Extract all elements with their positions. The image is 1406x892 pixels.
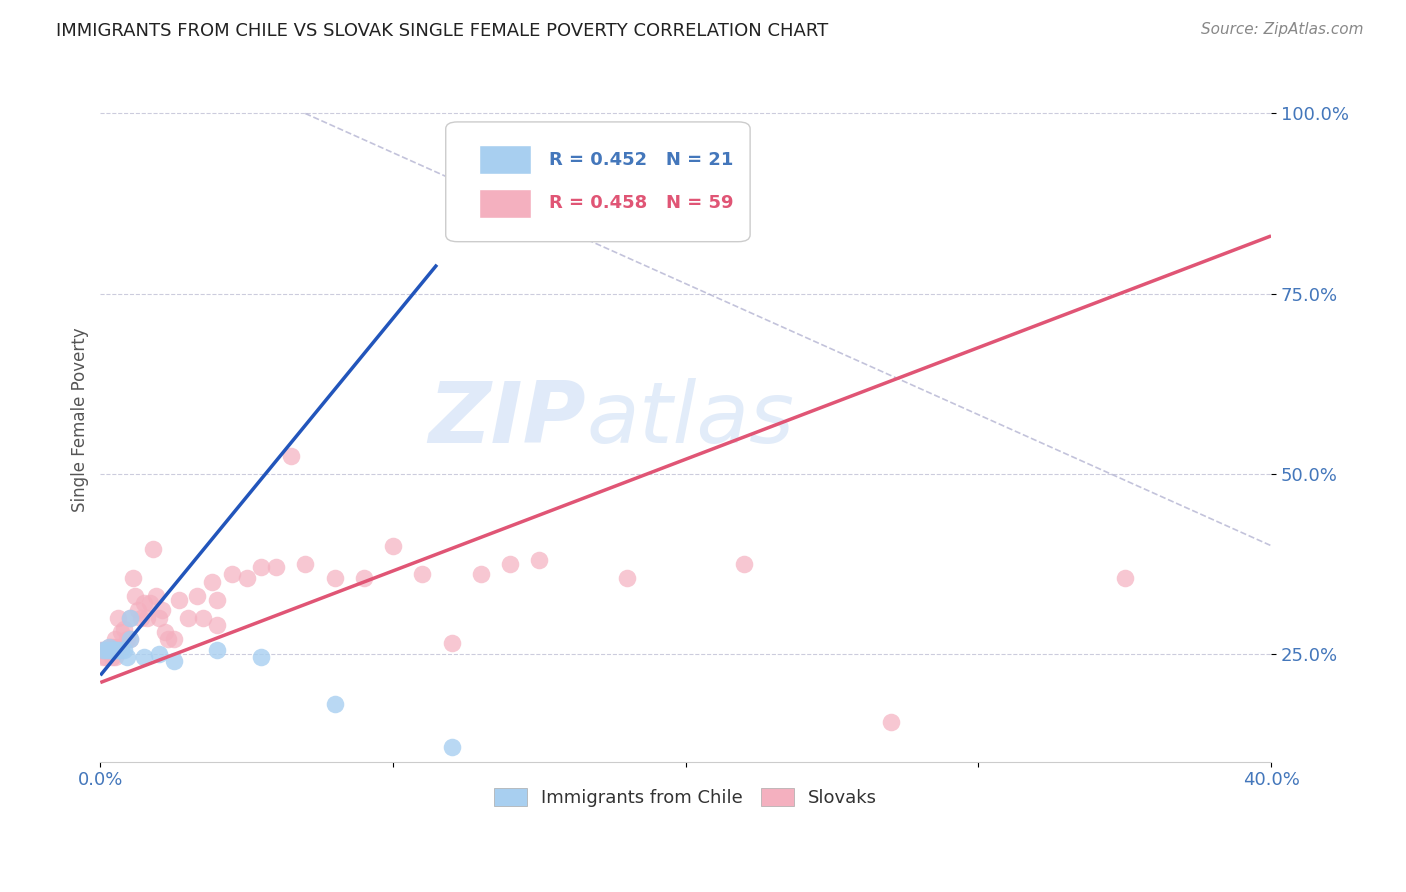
Point (110, 643, 132, 657)
Point (98, 643, 121, 657)
Point (150, 603, 173, 617)
Point (98, 643, 121, 657)
Point (250, 650, 273, 665)
FancyBboxPatch shape (478, 189, 531, 218)
Point (104, 650, 127, 665)
Point (91, 643, 114, 657)
Point (118, 632, 141, 647)
Point (101, 643, 124, 657)
Point (191, 610, 214, 624)
Point (112, 622, 135, 636)
Point (156, 632, 179, 647)
Point (118, 610, 141, 624)
Point (96, 650, 118, 665)
Point (89, 643, 111, 657)
Point (107, 640, 129, 654)
Text: atlas: atlas (586, 378, 794, 461)
Point (162, 632, 184, 647)
Point (115, 650, 138, 665)
Y-axis label: Single Female Poverty: Single Female Poverty (72, 327, 89, 512)
Point (382, 539, 405, 553)
Point (879, 715, 901, 730)
Point (134, 650, 156, 665)
Point (177, 610, 200, 624)
Point (207, 643, 229, 657)
Point (134, 596, 156, 610)
Point (200, 574, 222, 589)
Text: IMMIGRANTS FROM CHILE VS SLOVAK SINGLE FEMALE POVERTY CORRELATION CHART: IMMIGRANTS FROM CHILE VS SLOVAK SINGLE F… (56, 22, 828, 40)
Point (280, 449, 302, 463)
Point (110, 625, 132, 640)
Point (440, 636, 463, 650)
Point (127, 603, 149, 617)
Point (98, 640, 121, 654)
Point (207, 618, 229, 632)
Point (96, 643, 118, 657)
Point (616, 571, 638, 585)
Point (207, 592, 229, 607)
Point (131, 610, 153, 624)
Point (153, 625, 176, 640)
Point (221, 567, 243, 582)
Point (353, 571, 375, 585)
Point (148, 647, 170, 661)
Text: R = 0.458   N = 59: R = 0.458 N = 59 (548, 194, 734, 212)
Point (104, 643, 127, 657)
Point (107, 643, 129, 657)
Point (162, 654, 184, 668)
Text: R = 0.452   N = 21: R = 0.452 N = 21 (548, 151, 733, 169)
Point (91, 650, 114, 665)
Point (411, 567, 433, 582)
Point (323, 571, 346, 585)
Point (470, 567, 492, 582)
Point (142, 542, 165, 557)
Point (529, 553, 551, 567)
Point (499, 557, 522, 571)
Point (112, 643, 135, 657)
Point (186, 589, 208, 603)
Point (440, 740, 463, 755)
Text: ZIP: ZIP (429, 378, 586, 461)
Point (115, 632, 138, 647)
Legend: Immigrants from Chile, Slovaks: Immigrants from Chile, Slovaks (486, 780, 884, 814)
FancyBboxPatch shape (446, 122, 751, 242)
Point (264, 560, 287, 574)
Point (118, 610, 141, 624)
Point (733, 557, 755, 571)
FancyBboxPatch shape (478, 145, 531, 174)
Point (136, 610, 159, 624)
Point (104, 640, 127, 654)
Point (96, 643, 118, 657)
Point (250, 560, 273, 574)
Point (101, 643, 124, 657)
Point (294, 557, 316, 571)
Point (101, 640, 124, 654)
Point (101, 643, 124, 657)
Point (1114, 571, 1136, 585)
Point (104, 632, 127, 647)
Point (118, 632, 141, 647)
Point (139, 596, 162, 610)
Point (107, 610, 129, 624)
Point (124, 589, 146, 603)
Text: Source: ZipAtlas.com: Source: ZipAtlas.com (1201, 22, 1364, 37)
Point (121, 571, 143, 585)
Point (98, 640, 121, 654)
Point (101, 650, 124, 665)
Point (145, 589, 167, 603)
Point (148, 610, 170, 624)
Point (235, 571, 257, 585)
Point (91, 643, 114, 657)
Point (104, 643, 127, 657)
Point (323, 697, 346, 711)
Point (169, 592, 191, 607)
